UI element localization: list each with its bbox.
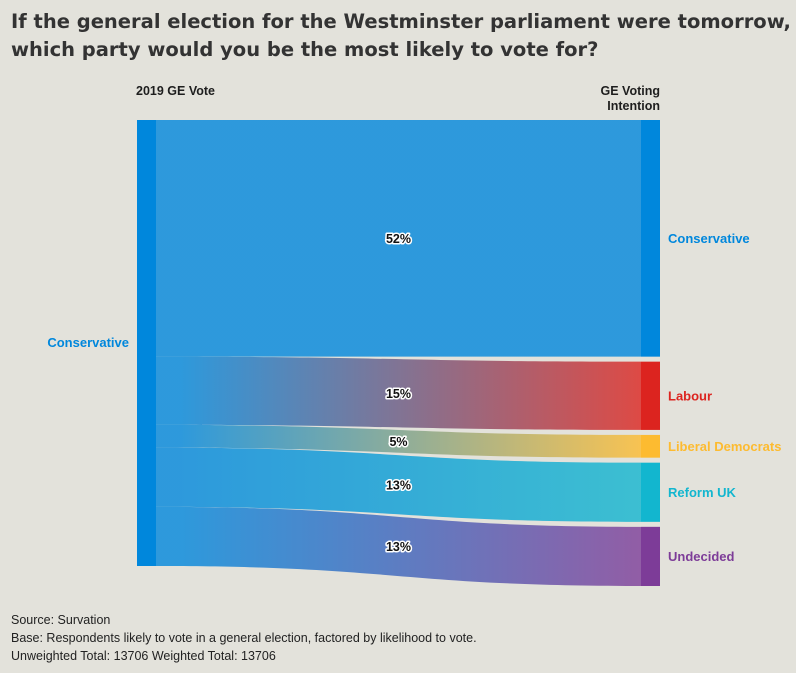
source-label-conservative: Conservative [47, 335, 129, 350]
target-node-reform-uk [641, 462, 660, 522]
target-node-labour [641, 361, 660, 430]
target-column-header-line2: Intention [607, 99, 660, 113]
target-column-header-line1: GE Voting [600, 84, 661, 98]
flow-link-liberal-democrats [156, 424, 641, 458]
target-label-labour: Labour [668, 388, 712, 403]
flow-value-conservative: 52% [386, 232, 411, 246]
target-node-conservative [641, 120, 660, 357]
target-column-header: GE Voting Intention [560, 84, 661, 114]
flow-value-reform-uk: 13% [386, 478, 411, 492]
source-column-header: 2019 GE Vote [136, 84, 215, 98]
flow-link-undecided [156, 506, 641, 586]
flow-value-labels: 52% 15% 5% 13% 13% [384, 230, 412, 555]
flow-link-labour [156, 356, 641, 430]
target-label-undecided: Undecided [668, 549, 735, 564]
target-node-liberal-democrats [641, 434, 660, 458]
flow-value-undecided: 13% [386, 540, 411, 554]
target-label-liberal-democrats: Liberal Democrats [668, 439, 781, 454]
totals-note: Unweighted Total: 13706 Weighted Total: … [11, 649, 276, 663]
flow-value-labour: 15% [386, 387, 411, 401]
flow-link-reform-uk [156, 447, 641, 522]
target-node-undecided [641, 526, 660, 586]
flow-nodes [137, 120, 660, 586]
base-note: Base: Respondents likely to vote in a ge… [11, 631, 477, 645]
flow-link-conservative [156, 120, 641, 357]
target-label-conservative: Conservative [668, 231, 750, 246]
chart-title: If the general election for the Westmins… [11, 10, 791, 61]
chart-footer: Source: Survation Base: Respondents like… [11, 611, 477, 665]
target-label-reform-uk: Reform UK [668, 485, 737, 500]
flow-value-liberal-democrats: 5% [389, 435, 407, 449]
source-note: Source: Survation [11, 613, 111, 627]
flow-links [156, 120, 641, 586]
node-labels: Conservative Conservative Labour Liberal De… [47, 231, 781, 564]
source-node-conservative [137, 120, 156, 566]
